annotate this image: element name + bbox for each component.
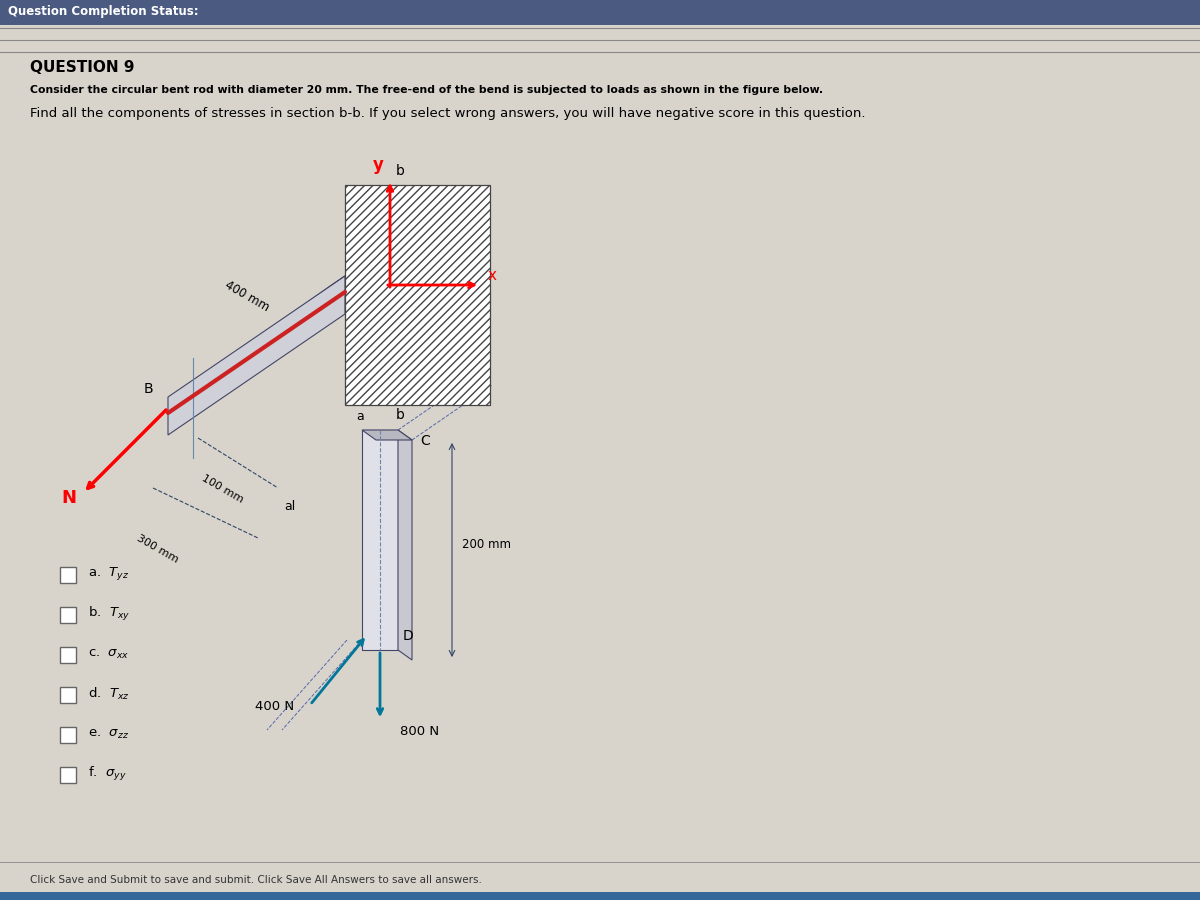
Bar: [60, 567, 76, 583]
Text: C: C: [420, 434, 430, 448]
Bar: [60, 647, 76, 663]
Text: 400 N: 400 N: [256, 700, 294, 713]
Text: a: a: [356, 410, 364, 423]
Text: 400 mm: 400 mm: [222, 279, 271, 314]
Text: d.  $T_{xz}$: d. $T_{xz}$: [88, 686, 130, 702]
Text: a.  $T_{yz}$: a. $T_{yz}$: [88, 565, 130, 582]
Polygon shape: [168, 276, 346, 402]
Text: x: x: [488, 268, 497, 283]
Text: y: y: [372, 156, 384, 174]
Bar: [0, 892, 1200, 900]
Bar: [346, 185, 490, 405]
Text: b.  $T_{xy}$: b. $T_{xy}$: [88, 605, 131, 623]
Text: D: D: [403, 629, 414, 643]
Text: 800 N: 800 N: [400, 725, 439, 738]
Text: 200 mm: 200 mm: [462, 538, 511, 552]
Text: c.  $\sigma_{xx}$: c. $\sigma_{xx}$: [88, 647, 130, 661]
Text: Click Save and Submit to save and submit. Click Save All Answers to save all ans: Click Save and Submit to save and submit…: [30, 875, 482, 885]
Text: e.  $\sigma_{zz}$: e. $\sigma_{zz}$: [88, 727, 130, 741]
Bar: [60, 727, 76, 743]
Text: al: al: [284, 500, 295, 513]
Polygon shape: [362, 430, 398, 650]
Text: b: b: [396, 408, 404, 422]
Bar: [60, 767, 76, 783]
Text: Consider the circular bent rod with diameter 20 mm. The free-end of the bend is : Consider the circular bent rod with diam…: [30, 85, 823, 95]
Text: b: b: [396, 164, 404, 178]
Text: N: N: [61, 489, 77, 507]
Polygon shape: [168, 276, 346, 435]
Bar: [0, 0, 1200, 25]
Text: 100 mm: 100 mm: [200, 473, 246, 505]
Text: B: B: [143, 382, 152, 396]
Bar: [60, 607, 76, 623]
Text: Question Completion Status:: Question Completion Status:: [8, 5, 199, 19]
Text: 300 mm: 300 mm: [136, 533, 180, 565]
Text: QUESTION 9: QUESTION 9: [30, 59, 134, 75]
Polygon shape: [398, 430, 412, 660]
Polygon shape: [362, 430, 412, 440]
Text: Find all the components of stresses in section b-b. If you select wrong answers,: Find all the components of stresses in s…: [30, 107, 865, 121]
Text: f.  $\sigma_{yy}$: f. $\sigma_{yy}$: [88, 765, 127, 783]
Bar: [60, 687, 76, 703]
